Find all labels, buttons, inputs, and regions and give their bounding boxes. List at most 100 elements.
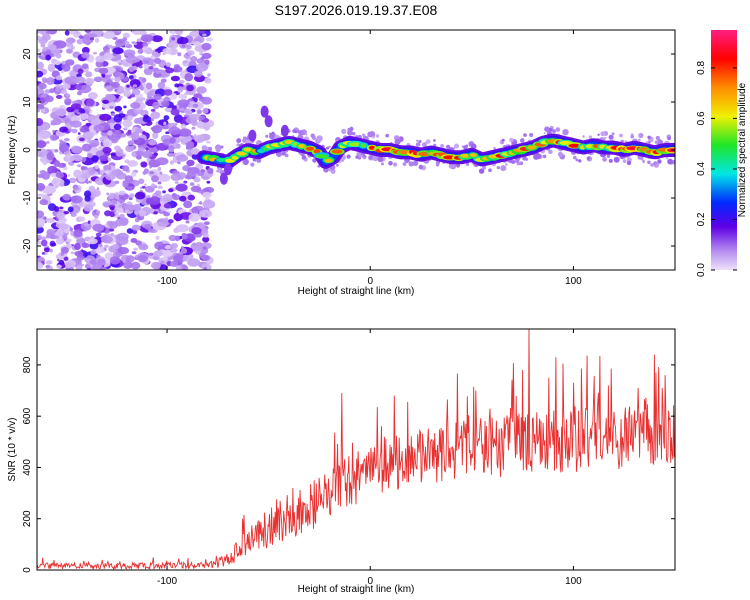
- halo-dot: [548, 149, 553, 155]
- halo-dot: [509, 137, 514, 143]
- halo-dot: [542, 154, 547, 159]
- noise-blob: [113, 71, 120, 78]
- noise-blob: [154, 190, 162, 196]
- noise-blob: [177, 52, 182, 57]
- noise-blob: [118, 204, 122, 208]
- halo-dot: [597, 133, 600, 136]
- noise-blob: [41, 108, 46, 113]
- noise-blob: [76, 112, 81, 115]
- noise-blob: [169, 160, 174, 165]
- noise-blob: [65, 59, 75, 66]
- noise-blob: [96, 258, 106, 267]
- snr-panel: -100 0 100 0 200 400 600 800 Height of straight …: [7, 328, 676, 595]
- noise-blob: [159, 264, 168, 270]
- halo-dot: [208, 146, 213, 151]
- noise-blob: [178, 128, 192, 137]
- noise-blob: [195, 62, 209, 72]
- noise-blob: [42, 160, 48, 166]
- noise-blob: [76, 73, 82, 78]
- noise-blob: [128, 66, 135, 73]
- noise-blob: [202, 191, 212, 199]
- noise-blob: [55, 52, 62, 59]
- noise-blob: [37, 48, 41, 52]
- noise-blob: [190, 185, 202, 193]
- halo-dot: [385, 133, 390, 138]
- noise-blob: [85, 71, 93, 78]
- y-tick-label: -10: [22, 190, 33, 205]
- noise-blob: [62, 84, 69, 90]
- noise-blob: [37, 70, 44, 78]
- noise-blob: [200, 169, 205, 173]
- noise-blob: [58, 183, 65, 187]
- noise-blob: [177, 37, 189, 45]
- noise-blob: [197, 183, 200, 187]
- ridge-blob-core: [527, 145, 536, 150]
- noise-blob: [143, 67, 153, 76]
- noise-blob: [143, 63, 149, 69]
- halo-dot: [613, 156, 620, 163]
- noise-blob: [204, 77, 212, 84]
- noise-blob: [45, 31, 50, 35]
- noise-blob: [184, 108, 192, 115]
- noise-blob: [59, 206, 64, 210]
- noise-blob: [70, 213, 77, 217]
- noise-blob: [151, 175, 159, 183]
- noise-blob: [110, 112, 115, 117]
- ridge-blob-core: [568, 143, 581, 148]
- y-tick-label: 20: [22, 48, 33, 60]
- noise-blob: [170, 108, 180, 116]
- noise-blob: [141, 185, 146, 189]
- noise-blob: [77, 164, 82, 168]
- noise-blob: [148, 66, 154, 70]
- noise-blob: [46, 152, 55, 161]
- noise-blob: [37, 262, 44, 269]
- noise-blob: [50, 172, 58, 178]
- noise-blob: [170, 243, 178, 249]
- noise-blob: [84, 78, 95, 85]
- halo-dot: [543, 132, 546, 135]
- noise-blob: [114, 130, 122, 135]
- noise-blob: [105, 94, 116, 102]
- noise-blob: [189, 182, 195, 187]
- noise-blob: [95, 55, 106, 63]
- noise-blob: [39, 30, 47, 35]
- noise-blob: [144, 223, 152, 230]
- colorbar-tick-label: 0.2: [696, 212, 707, 226]
- noise-blob: [49, 248, 53, 253]
- noise-blob: [62, 193, 71, 201]
- noise-blob: [157, 166, 162, 171]
- noise-blob: [169, 149, 175, 153]
- noise-blob: [193, 243, 203, 251]
- halo-dot: [638, 132, 644, 139]
- noise-blob: [163, 121, 167, 126]
- noise-blob: [57, 67, 63, 71]
- y-tick-label: -20: [22, 238, 33, 253]
- snr-frame: [36, 328, 676, 571]
- noise-blob: [114, 88, 118, 92]
- noise-blob: [168, 126, 181, 135]
- halo-dot: [242, 136, 247, 140]
- noise-blob: [178, 79, 185, 84]
- noise-blob: [122, 37, 128, 42]
- noise-blob: [155, 246, 159, 249]
- noise-blob: [109, 256, 121, 265]
- noise-blob: [81, 263, 84, 267]
- noise-blob: [66, 238, 72, 243]
- noise-blob: [89, 37, 95, 41]
- noise-blob: [168, 30, 177, 35]
- noise-blob: [180, 123, 187, 129]
- noise-blob: [142, 150, 153, 159]
- noise-blob: [135, 128, 144, 134]
- halo-dot: [312, 158, 317, 163]
- noise-blob: [71, 146, 83, 154]
- halo-dot: [367, 131, 373, 138]
- noise-blob: [60, 246, 69, 254]
- ridge-blob-core: [331, 149, 343, 154]
- noise-blob: [131, 88, 141, 95]
- halo-dot: [630, 134, 635, 139]
- noise-blob: [192, 225, 195, 229]
- halo-dot: [667, 136, 671, 141]
- noise-blob: [113, 145, 121, 151]
- noise-blob: [55, 94, 63, 99]
- noise-blob: [140, 161, 148, 168]
